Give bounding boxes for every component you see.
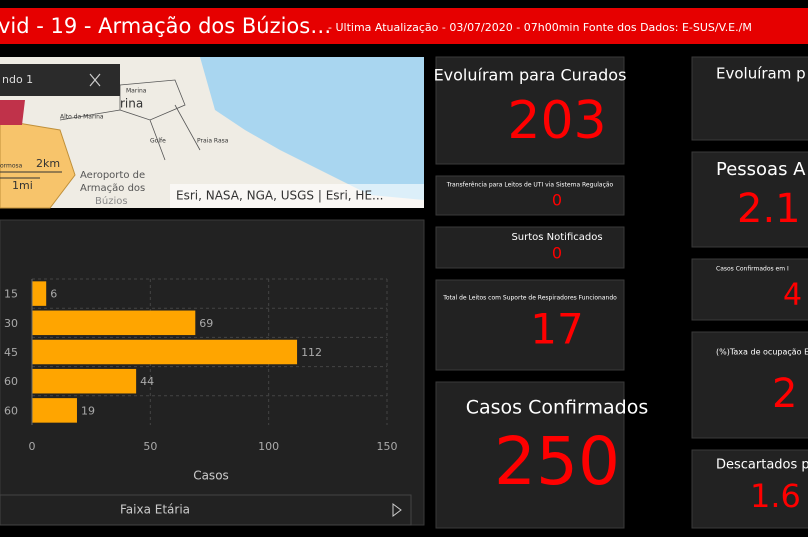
bar — [32, 310, 196, 336]
map-label: Golfe — [150, 138, 166, 145]
data-label: 44 — [140, 375, 154, 388]
card-value: 0 — [552, 244, 562, 263]
header-subtitle: - Ultima Atualização - 03/07/2020 - 07h0… — [328, 21, 752, 34]
y-tick-label: 60 — [4, 375, 18, 388]
card-title: Casos Confirmados em I — [716, 266, 789, 273]
map-attribution: Esri, NASA, NGA, USGS | Esri, HE... — [176, 189, 383, 203]
map-label: ormosa — [0, 163, 23, 170]
map-boundaries — [59, 79, 201, 161]
map-label: Aeroporto de — [80, 170, 145, 181]
card-value: 0 — [552, 191, 562, 210]
map-panel[interactable]: ndo 1 Marina rina Alto da Marina Golfe P… — [0, 57, 424, 209]
x-tick-label: 0 — [29, 440, 36, 453]
bar — [32, 368, 137, 394]
card-title: Total de Leitos com Suporte de Respirado… — [442, 295, 617, 302]
tab-next[interactable] — [392, 503, 402, 517]
card — [435, 226, 625, 269]
card-title: (%)Taxa de ocupação E — [716, 348, 808, 357]
map-popup[interactable] — [0, 64, 120, 96]
map-popup-text: ndo 1 — [2, 73, 33, 86]
card — [435, 381, 625, 529]
y-tick-label: 30 — [4, 317, 18, 330]
card-title: Descartados p — [716, 458, 808, 473]
map-scale-mi: 1mi — [12, 179, 33, 192]
x-tick-label: 50 — [143, 440, 157, 453]
y-tick-label: 15 — [4, 288, 18, 301]
tab-label: Faixa Etária — [120, 503, 190, 517]
card-value: 2.1 — [737, 186, 801, 232]
data-label: 19 — [81, 404, 95, 417]
x-tick-label: 100 — [258, 440, 279, 453]
header-title: vid - 19 - Armação dos Búzios… — [0, 14, 331, 38]
card — [691, 331, 808, 439]
card-value: 2 — [772, 371, 797, 417]
x-tick-label: 150 — [377, 440, 398, 453]
card — [435, 175, 625, 216]
map-label: rina — [120, 97, 143, 111]
tab-bar[interactable] — [0, 494, 412, 526]
card-value: 6 — [805, 85, 808, 131]
data-label: 6 — [50, 288, 57, 301]
card — [691, 151, 808, 248]
bar — [32, 339, 298, 365]
map-label: Armação dos — [80, 183, 145, 194]
card-value: 203 — [507, 91, 606, 151]
map-scalebar — [0, 171, 62, 179]
card-title: Evoluíram para Curados — [434, 66, 627, 85]
card-value: 17 — [530, 305, 583, 354]
map-attribution-bg — [170, 184, 424, 208]
card-value: 4 — [783, 278, 802, 313]
card-title: Casos Confirmados — [466, 397, 649, 419]
card — [691, 258, 808, 321]
map-label: Praia Rasa — [197, 138, 229, 145]
card — [435, 279, 625, 371]
map-scale-km: 2km — [36, 157, 60, 170]
map-region — [0, 119, 76, 209]
card-title: Evoluíram p — [716, 65, 806, 83]
card-value: 1.6 — [750, 477, 801, 515]
header-bar — [0, 8, 808, 44]
card — [435, 56, 625, 165]
card-title: Pessoas A — [716, 159, 806, 180]
bar-chart: 0 50 100 150 15 6 30 69 45 112 60 44 60 19 — [4, 278, 398, 453]
data-label: 69 — [199, 317, 213, 330]
bar — [32, 398, 77, 423]
map-popup-close[interactable] — [89, 73, 101, 87]
y-tick-label: 45 — [4, 346, 18, 359]
map-label: Marina — [126, 88, 147, 95]
y-tick-label: 60 — [4, 404, 18, 417]
card-value: 250 — [494, 423, 620, 500]
map-region-highlight — [0, 100, 25, 125]
bar — [32, 281, 47, 306]
card-title: Surtos Notificados — [511, 232, 602, 243]
card — [691, 56, 808, 141]
data-label: 112 — [301, 346, 322, 359]
card — [691, 449, 808, 529]
map-label: Búzios — [95, 195, 128, 207]
map-label: Alto da Marina — [60, 114, 104, 121]
x-axis-label: Casos — [193, 469, 229, 483]
card-title: Transferência para Leitos de UTI via Sis… — [446, 182, 614, 189]
